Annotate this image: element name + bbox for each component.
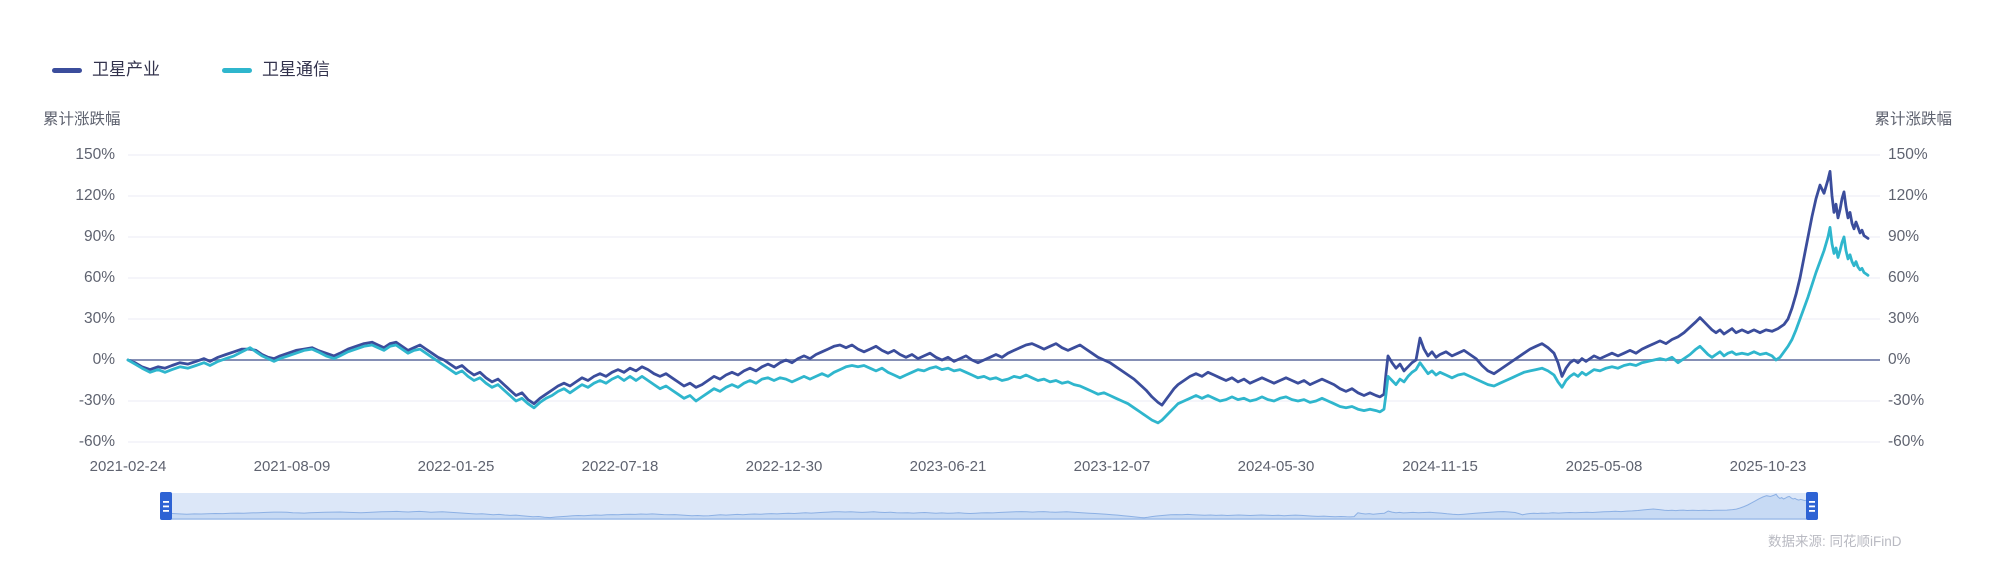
legend-item-satellite-industry[interactable]: 卫星产业 bbox=[52, 60, 160, 80]
y-tick-label-right: -30% bbox=[1888, 392, 1925, 409]
y-axis-name-right: 累计涨跌幅 bbox=[1874, 111, 1952, 128]
x-tick-label: 2022-12-30 bbox=[745, 458, 823, 475]
x-tick-label: 2021-08-09 bbox=[253, 458, 331, 475]
y-tick-label-left: 90% bbox=[83, 228, 115, 245]
legend-label: 卫星产业 bbox=[92, 60, 160, 79]
y-axis-name-left: 累计涨跌幅 bbox=[43, 111, 121, 128]
x-tick-label: 2024-05-30 bbox=[1237, 458, 1315, 475]
y-tick-label-right: -60% bbox=[1888, 433, 1925, 450]
navigator-handle-grip bbox=[163, 505, 169, 508]
y-tick-label-left: -30% bbox=[78, 392, 115, 409]
x-tick-label: 2023-12-07 bbox=[1073, 458, 1151, 475]
x-tick-label: 2022-01-25 bbox=[417, 458, 495, 475]
y-tick-label-right: 0% bbox=[1888, 351, 1911, 368]
legend-label: 卫星通信 bbox=[262, 60, 330, 79]
legend-swatch-satellite-communication bbox=[222, 67, 252, 73]
y-tick-label-right: 150% bbox=[1888, 146, 1928, 163]
x-tick-label: 2024-11-15 bbox=[1402, 458, 1478, 475]
y-tick-label-left: -60% bbox=[78, 433, 115, 450]
x-tick-label: 2025-05-08 bbox=[1565, 458, 1643, 475]
y-tick-label-left: 120% bbox=[75, 187, 115, 204]
navigator-handle-grip bbox=[1809, 505, 1815, 508]
navigator-minichart bbox=[165, 493, 1813, 520]
x-tick-label: 2021-02-24 bbox=[89, 458, 167, 475]
navigator-handle-grip bbox=[163, 501, 169, 503]
x-tick-label: 2022-07-18 bbox=[581, 458, 659, 475]
series-satellite-communication-line bbox=[126, 226, 1870, 425]
y-tick-label-right: 120% bbox=[1888, 187, 1928, 204]
y-tick-label-left: 150% bbox=[75, 146, 115, 163]
y-tick-label-left: 60% bbox=[83, 269, 115, 286]
y-tick-label-right: 30% bbox=[1888, 310, 1920, 327]
x-tick-label: 2025-10-23 bbox=[1729, 458, 1807, 475]
legend: 卫星产业 卫星通信 bbox=[52, 60, 330, 80]
legend-swatch-satellite-industry bbox=[52, 67, 82, 73]
series-satellite-industry-line bbox=[126, 170, 1870, 407]
data-source-note: 数据来源: 同花顺iFinD bbox=[1768, 534, 1902, 549]
x-tick-label: 2023-06-21 bbox=[909, 458, 987, 475]
y-tick-label-right: 60% bbox=[1888, 269, 1920, 286]
navigator-handle-grip bbox=[163, 510, 169, 512]
navigator-handle-grip bbox=[1809, 501, 1815, 503]
navigator-handle-grip bbox=[1809, 510, 1815, 512]
y-tick-label-left: 0% bbox=[92, 351, 115, 368]
y-tick-label-left: 30% bbox=[83, 310, 115, 327]
legend-item-satellite-communication[interactable]: 卫星通信 bbox=[222, 60, 330, 80]
y-tick-label-right: 90% bbox=[1888, 228, 1920, 245]
